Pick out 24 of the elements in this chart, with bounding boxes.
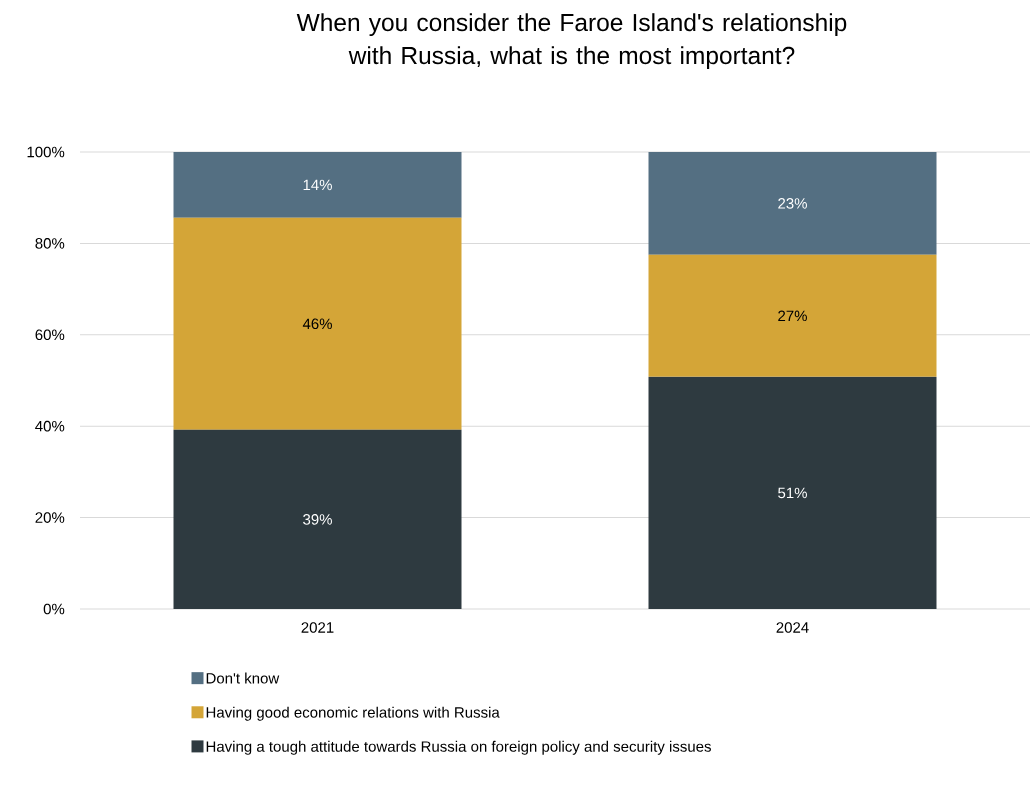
data-label: 23% — [778, 198, 807, 209]
data-label: 14% — [303, 179, 332, 191]
y-tick-label: 0% — [43, 603, 65, 615]
data-label: 46% — [302, 318, 332, 330]
data-label: 27% — [778, 310, 807, 322]
bar — [173, 151, 462, 218]
bar — [648, 151, 937, 255]
y-tick-label: 20% — [35, 512, 65, 523]
legend-label: Having good economic relations with Russia — [206, 706, 500, 721]
bar — [173, 217, 462, 430]
bar — [648, 254, 937, 377]
legend-label: Having a tough attitude towards Russia on foreign policy and security issues — [206, 740, 711, 755]
x-tick-label: 2021 — [301, 622, 334, 633]
bar — [173, 429, 462, 609]
y-tick-label: 80% — [35, 238, 65, 249]
x-tick-label: 2024 — [776, 622, 809, 633]
legend-label: Don't know — [206, 672, 280, 684]
y-tick-label: 40% — [35, 420, 65, 432]
bar — [648, 376, 937, 609]
y-tick-label: 60% — [35, 329, 65, 341]
chart-title: When you consider the Faroe Island's relationship with Russia, what is the most important? — [296, 13, 847, 70]
data-label: 39% — [303, 514, 332, 525]
y-tick-label: 100% — [27, 146, 65, 158]
data-label: 51% — [778, 487, 807, 499]
